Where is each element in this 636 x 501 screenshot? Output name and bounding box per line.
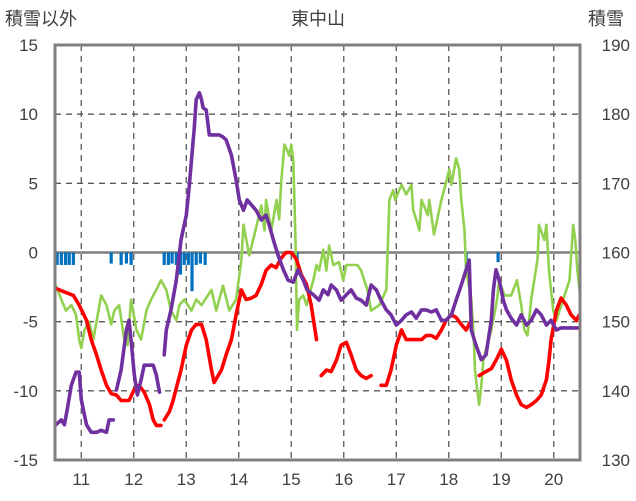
chart-title: 東中山 [291,9,345,29]
bar-mark [178,252,183,275]
y-right-axis-label: 積雪 [588,9,624,29]
tick-labels: 15 10 5 0 -5 -10 -15 190 180 170 160 150 140 130 11 12 1… [13,36,630,489]
y-right-tick-label: 150 [602,313,630,332]
bar-mark [119,252,123,265]
bar-mark [174,252,178,265]
y-left-axis-label: 積雪以外 [5,9,77,29]
y-left-tick-label: 10 [19,105,38,124]
x-tick-label: 15 [282,470,301,489]
x-tick-label: 11 [72,470,90,489]
bar-mark [162,252,166,265]
y-left-tick-label: 15 [19,36,38,55]
x-tick-label: 13 [177,470,196,489]
bar-mark [129,252,133,265]
bar-mark [71,252,75,265]
series-line-left-1 [54,143,581,406]
bar-mark [186,252,190,265]
bar-mark [63,252,68,265]
x-tick-label: 17 [387,470,406,489]
y-left-tick-label: 5 [29,174,38,193]
bar-mark [203,252,207,265]
bar-mark [109,252,113,264]
y-left-tick-label: -10 [13,382,38,401]
bar-mark [67,252,71,265]
x-tick-label: 19 [492,470,511,489]
y-right-tick-label: 140 [602,382,630,401]
bar-mark [190,252,194,292]
y-right-tick-label: 160 [602,244,630,263]
x-tick-label: 12 [124,470,143,489]
bar-mark [166,252,170,265]
y-right-tick-label: 130 [602,451,630,470]
x-tick-label: 20 [544,470,563,489]
x-tick-label: 16 [334,470,353,489]
bar-mark [170,252,174,264]
bar-mark [194,252,198,265]
bar-mark [496,252,500,263]
bar-mark [59,252,63,265]
y-right-tick-label: 180 [602,105,630,124]
y-left-tick-label: 0 [29,244,38,263]
y-right-tick-label: 170 [602,174,630,193]
x-tick-label: 18 [439,470,458,489]
y-left-tick-label: -15 [13,451,38,470]
bar-mark [182,252,186,265]
plot-border [53,43,582,462]
bar-mark [124,252,128,264]
bar-mark [55,252,59,265]
series-lines [54,90,582,435]
y-left-tick-label: -5 [23,313,38,332]
series-line-left-2 [54,250,582,428]
y-right-tick-label: 190 [602,36,630,55]
x-tick-label: 14 [229,470,248,489]
series-line-right-1 [54,90,582,435]
bar-mark [198,252,203,264]
